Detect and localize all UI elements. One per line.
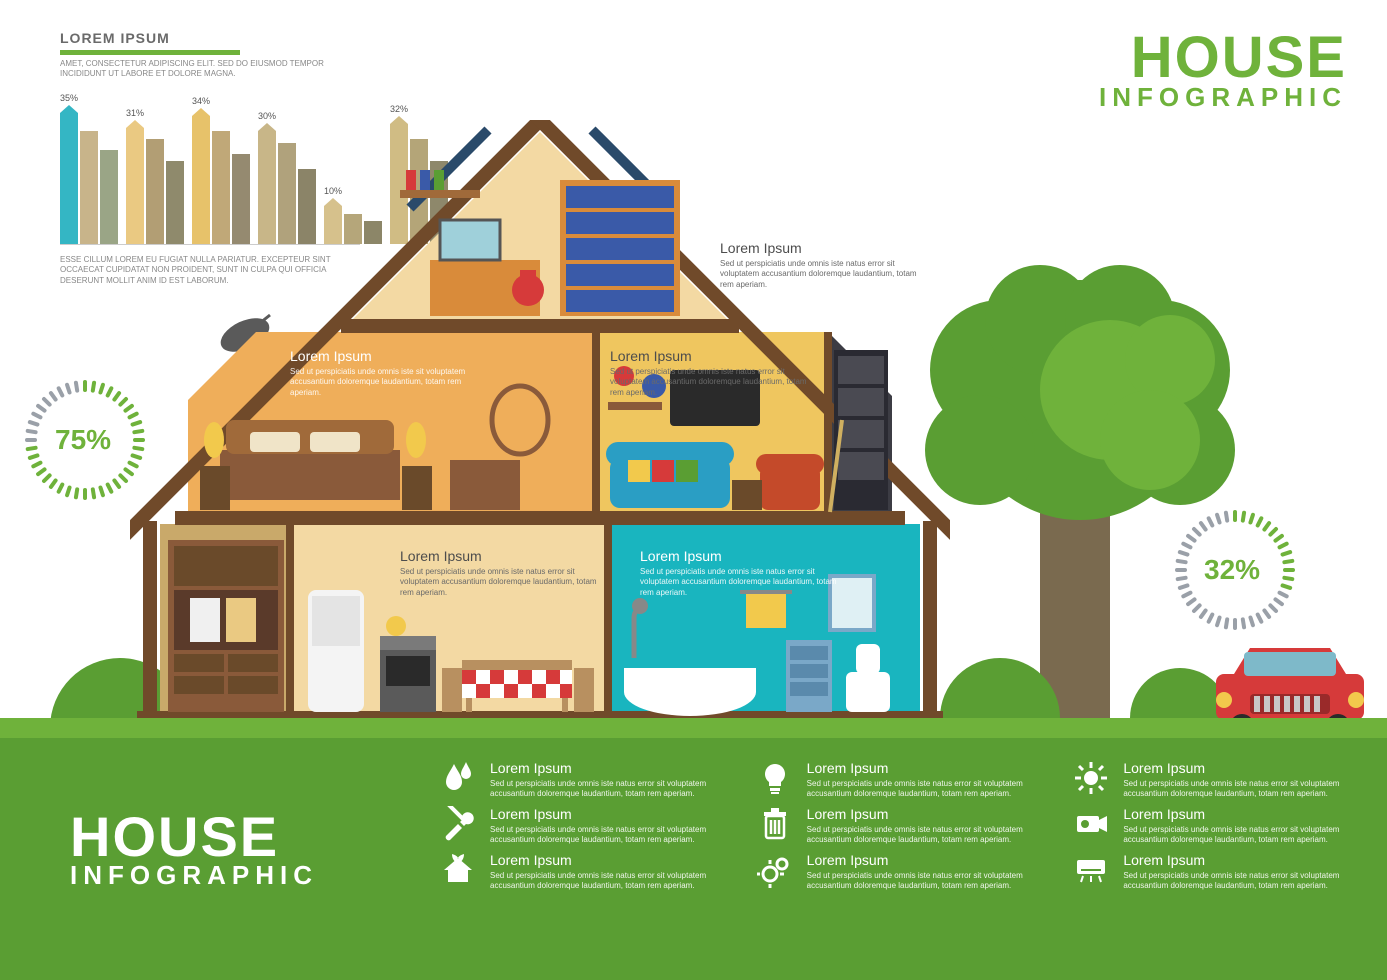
lightbulb-icon	[757, 760, 793, 796]
living-label: Lorem Ipsum Sed ut perspiciatis unde omn…	[610, 348, 810, 398]
page-title-line1: HOUSE	[1099, 30, 1347, 85]
footer-item: Lorem Ipsum Sed ut perspiciatis unde omni…	[757, 806, 1044, 846]
footer-item: Lorem Ipsum Sed ut perspiciatis unde omni…	[757, 852, 1044, 892]
chart-bar-label: 34%	[192, 96, 210, 106]
closet-furniture	[168, 540, 284, 712]
chart-accent-bar	[60, 50, 240, 55]
tree-crown	[920, 250, 1240, 530]
footer-item: Lorem Ipsum Sed ut perspiciatis unde omni…	[1073, 760, 1360, 800]
chart-bar-label: 31%	[126, 108, 144, 118]
sun-icon	[1073, 760, 1109, 796]
footer-item: Lorem Ipsum Sed ut perspiciatis unde omni…	[757, 760, 1044, 800]
footer-item-desc: Sed ut perspiciatis unde omnis iste natu…	[1123, 871, 1353, 892]
footer-item: Lorem Ipsum Sed ut perspiciatis unde omni…	[1073, 852, 1360, 892]
gauge-left-value: 75%	[55, 424, 111, 456]
ac-icon	[1073, 852, 1109, 888]
house-cutaway	[130, 120, 950, 738]
gears-icon	[757, 852, 793, 888]
footer-item-desc: Sed ut perspiciatis unde omnis iste natu…	[807, 871, 1037, 892]
footer-item-desc: Sed ut perspiciatis unde omnis iste natu…	[807, 825, 1037, 846]
water-drops-icon	[440, 760, 476, 796]
chart-subtitle: AMET, CONSECTETUR ADIPISCING ELIT. SED D…	[60, 59, 360, 80]
footer-item-title: Lorem Ipsum	[1123, 760, 1353, 776]
bathroom-label: Lorem Ipsum Sed ut perspiciatis unde omn…	[640, 548, 840, 598]
storage-furniture	[830, 350, 888, 512]
footer-item-desc: Sed ut perspiciatis unde omnis iste natu…	[490, 825, 720, 846]
footer-title: HOUSE INFOGRAPHIC	[70, 810, 318, 888]
footer-item-title: Lorem Ipsum	[490, 760, 720, 776]
footer-item-desc: Sed ut perspiciatis unde omnis iste natu…	[1123, 779, 1353, 800]
footer-item-desc: Sed ut perspiciatis unde omnis iste natu…	[1123, 825, 1353, 846]
page-title-line2: INFOGRAPHIC	[1099, 85, 1347, 110]
footer-item-title: Lorem Ipsum	[1123, 806, 1353, 822]
footer-item-title: Lorem Ipsum	[807, 852, 1037, 868]
ground-strip	[0, 718, 1387, 738]
footer-item: Lorem Ipsum Sed ut perspiciatis unde omni…	[440, 806, 727, 846]
footer-item-title: Lorem Ipsum	[807, 760, 1037, 776]
camera-icon	[1073, 806, 1109, 842]
chart-title: LOREM IPSUM	[60, 30, 360, 46]
footer-item-title: Lorem Ipsum	[490, 806, 720, 822]
bedroom-label: Lorem Ipsum Sed ut perspiciatis unde omn…	[290, 348, 490, 398]
eco-house-icon	[440, 852, 476, 888]
footer-item-title: Lorem Ipsum	[1123, 852, 1353, 868]
trash-icon	[757, 806, 793, 842]
footer-item-title: Lorem Ipsum	[490, 852, 720, 868]
page-title: HOUSE INFOGRAPHIC	[1099, 30, 1347, 110]
footer-item: Lorem Ipsum Sed ut perspiciatis unde omni…	[440, 760, 727, 800]
footer-item-desc: Sed ut perspiciatis unde omnis iste natu…	[490, 779, 720, 800]
footer-items: Lorem Ipsum Sed ut perspiciatis unde omni…	[440, 760, 1360, 891]
footer-item-desc: Sed ut perspiciatis unde omnis iste natu…	[490, 871, 720, 892]
footer-item: Lorem Ipsum Sed ut perspiciatis unde omni…	[1073, 806, 1360, 846]
footer-item-desc: Sed ut perspiciatis unde omnis iste natu…	[807, 779, 1037, 800]
gauge-right-value: 32%	[1204, 554, 1260, 586]
chart-bar: 35%	[60, 113, 78, 244]
footer-item: Lorem Ipsum Sed ut perspiciatis unde omni…	[440, 852, 727, 892]
chart-bar	[80, 131, 98, 244]
chart-bar-label: 35%	[60, 93, 78, 103]
chart-bar-label: 32%	[390, 104, 408, 114]
tools-icon	[440, 806, 476, 842]
footer-item-title: Lorem Ipsum	[807, 806, 1037, 822]
kitchen-label: Lorem Ipsum Sed ut perspiciatis unde omn…	[400, 548, 600, 598]
chart-bar	[100, 150, 118, 244]
attic-label: Lorem Ipsum Sed ut perspiciatis unde omn…	[720, 240, 920, 290]
